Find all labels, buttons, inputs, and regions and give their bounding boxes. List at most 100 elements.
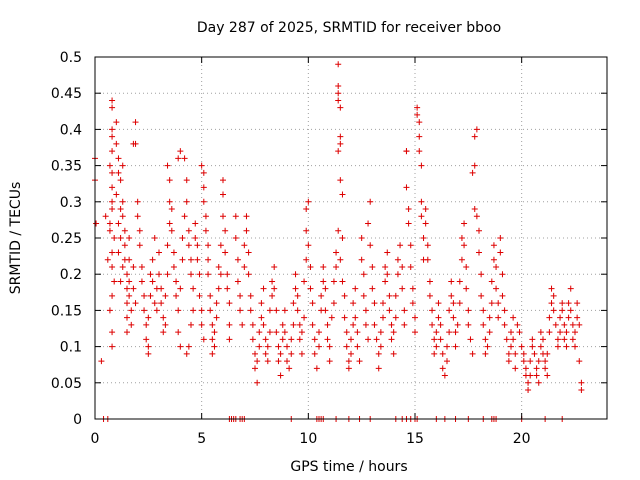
data-point [572, 343, 578, 350]
data-point [109, 292, 116, 299]
data-point [516, 329, 523, 336]
data-point [134, 213, 141, 220]
data-point [126, 235, 133, 241]
data-point [362, 321, 369, 328]
data-point [160, 329, 167, 336]
x-tick-label: 15 [406, 431, 424, 447]
data-point [493, 263, 500, 270]
data-point [493, 285, 500, 292]
axis-ticks: 0 0.05 0.1 0.15 0.2 0.25 0.3 0.35 0.4 0.45 0.5 0 5 10… [51, 50, 607, 447]
data-point [482, 336, 489, 343]
data-point [341, 314, 348, 321]
data-point [394, 271, 401, 278]
data-point [292, 271, 299, 278]
data-point [367, 198, 374, 205]
data-point [318, 292, 325, 299]
data-point [533, 372, 540, 379]
data-point [254, 379, 261, 386]
data-point [183, 350, 190, 357]
data-point [490, 256, 497, 263]
data-point [337, 140, 344, 147]
data-point [220, 191, 226, 198]
data-point [407, 263, 414, 270]
data-point [394, 256, 401, 263]
data-point [495, 300, 502, 307]
data-point [220, 213, 226, 220]
data-point [249, 321, 256, 328]
data-point [190, 307, 197, 314]
data-point [433, 343, 440, 350]
data-point [166, 177, 173, 184]
data-point [119, 213, 126, 220]
data-point [567, 285, 574, 292]
data-point [262, 336, 269, 343]
data-point [574, 300, 581, 307]
data-point [405, 220, 412, 227]
data-point [215, 285, 222, 292]
data-point [471, 133, 478, 140]
data-point [322, 307, 329, 314]
data-point [463, 285, 470, 292]
data-point [333, 263, 340, 270]
data-point [124, 314, 130, 321]
data-point [205, 256, 212, 263]
data-point [525, 379, 532, 386]
data-point [456, 300, 463, 307]
data-point [384, 249, 391, 256]
data-point [213, 300, 220, 307]
data-point [450, 300, 457, 307]
data-point [192, 220, 199, 227]
data-point [205, 242, 212, 249]
data-point [416, 148, 423, 155]
data-point [337, 177, 344, 184]
data-point [478, 292, 485, 299]
data-point [320, 263, 327, 270]
data-point [303, 227, 310, 234]
data-point [164, 162, 171, 169]
data-point [542, 365, 549, 372]
data-point [243, 213, 250, 220]
data-point [429, 307, 436, 314]
data-point [508, 329, 514, 336]
data-point [188, 271, 194, 278]
data-point [147, 271, 154, 278]
data-point [554, 343, 561, 350]
data-point [226, 321, 233, 328]
data-point [277, 372, 284, 379]
data-point [458, 256, 465, 263]
y-tick-label: 0.15 [51, 303, 82, 319]
data-point [369, 263, 376, 270]
data-point [115, 249, 122, 256]
data-point [249, 336, 256, 343]
data-point [111, 235, 118, 241]
data-point [326, 358, 333, 365]
data-point [168, 206, 175, 213]
data-point [469, 169, 476, 176]
data-point [437, 336, 444, 343]
data-point [200, 198, 207, 205]
data-point [258, 300, 265, 307]
data-point [426, 292, 433, 299]
data-point [471, 162, 478, 169]
data-point [497, 235, 504, 241]
data-point [307, 263, 314, 270]
data-point [109, 249, 116, 256]
data-point [173, 278, 180, 285]
data-point [258, 314, 265, 321]
data-point [109, 97, 116, 104]
data-point [316, 329, 322, 336]
data-point [309, 321, 316, 328]
data-point [505, 350, 512, 357]
data-point [386, 292, 393, 299]
data-point [444, 343, 450, 350]
data-point [535, 379, 542, 386]
data-point [237, 292, 244, 299]
y-tick-label: 0.1 [60, 340, 82, 356]
data-point [194, 256, 201, 263]
data-point [561, 336, 568, 343]
data-point [106, 220, 113, 227]
data-point [269, 292, 276, 299]
data-point [578, 387, 585, 394]
data-point [132, 119, 139, 126]
